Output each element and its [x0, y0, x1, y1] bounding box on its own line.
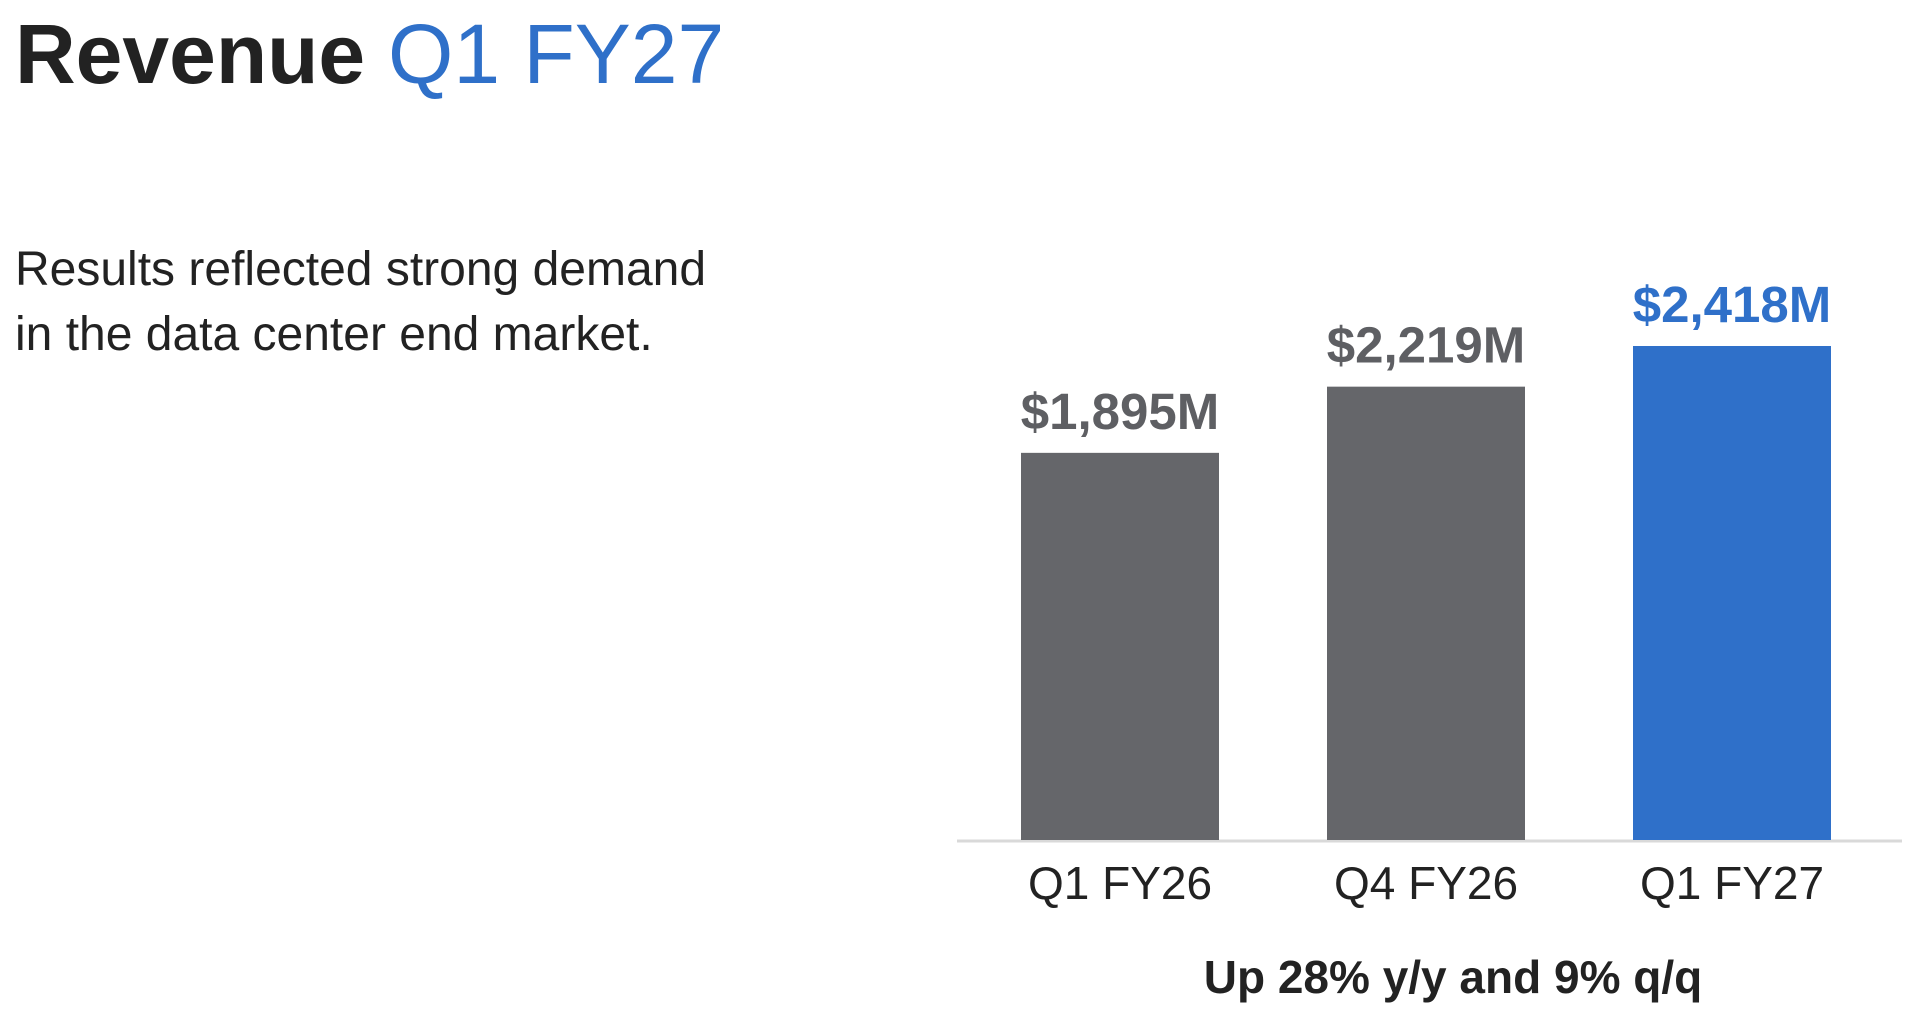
category-label: Q1 FY27 — [1640, 857, 1824, 909]
bar — [1327, 386, 1525, 840]
title-period: Q1 FY27 — [388, 7, 724, 101]
description-line: Results reflected strong demand — [15, 243, 706, 296]
annotation: Up 28% y/y and 9% q/q — [1204, 951, 1702, 1003]
value-label: $2,418M — [1633, 276, 1831, 333]
value-label: $2,219M — [1327, 317, 1525, 374]
bar — [1021, 452, 1219, 840]
value-label: $1,895M — [1021, 383, 1219, 440]
category-label: Q1 FY26 — [1028, 857, 1212, 909]
bar — [1633, 346, 1831, 840]
title: Revenue — [15, 7, 365, 101]
description-line: in the data center end market. — [15, 308, 653, 361]
category-label: Q4 FY26 — [1334, 857, 1518, 909]
